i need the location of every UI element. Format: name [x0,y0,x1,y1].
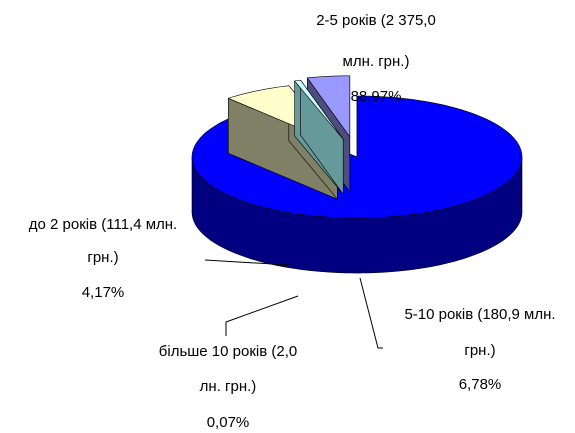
slice-label-2-5-line3: 88,97% [351,88,402,105]
slice-label-2-5-line2: млн. грн.) [343,53,410,70]
leader-line-over-10-years [225,295,299,336]
slice-label-2-5-line1: 2-5 років (2 375,0 [316,12,436,29]
slice-label-up-to-2-years: до 2 років (111,4 млн. грн.) 4,17% [29,216,177,301]
slice-label-5-10-years: 5-10 років (180,9 млн. грн.) 6,78% [404,306,555,393]
leader-line-5-10-years [359,277,383,349]
leader-line-up-to-2-years [204,259,291,266]
slice-label-over-10-years: більше 10 років (2,0 лн. грн.) 0,07% [159,343,297,431]
slice-label-over-10-line1: більше 10 років (2,0 [159,343,297,360]
leader-lines [204,259,383,349]
pie-slice-up-to-2-years-top [306,75,351,138]
slice-label-over-10-line2: лн. грн.) [200,378,257,395]
slice-label-5-10-line2: грн.) [464,342,495,359]
slice-label-up-to-2-line3: 4,17% [82,284,125,301]
slice-label-up-to-2-line1: до 2 років (111,4 млн. [29,216,177,233]
slice-label-5-10-line1: 5-10 років (180,9 млн. [404,306,555,323]
slice-label-over-10-line3: 0,07% [207,414,250,431]
pie-slice-over-10-years-top [294,79,344,140]
pie-slices [191,75,523,274]
slice-label-5-10-line3: 6,78% [459,376,502,393]
slice-label-up-to-2-line2: грн.) [87,249,118,266]
slice-label-2-5-years: 2-5 років (2 375,0 млн. грн.) 88,97% [316,12,436,105]
